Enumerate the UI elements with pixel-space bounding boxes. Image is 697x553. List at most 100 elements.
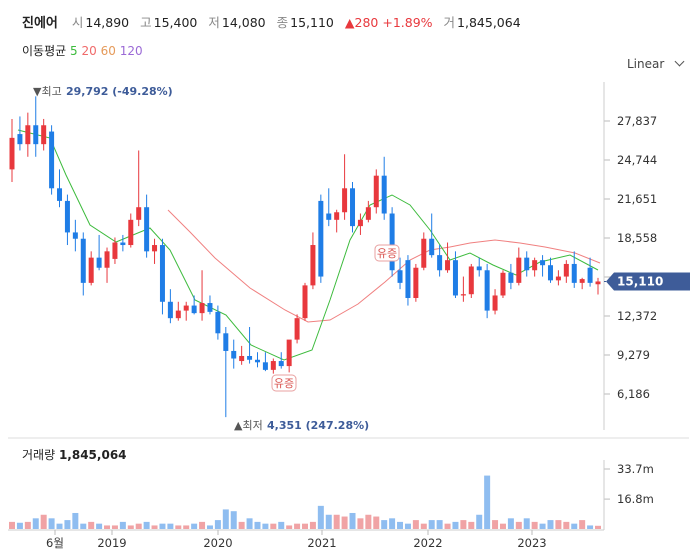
volume-bar [444,523,451,529]
candle-body [128,219,134,246]
candle-body [254,359,260,363]
candle-body [413,267,419,298]
volume-bar [587,525,594,529]
volume-bar [539,523,546,529]
volume-bar [563,521,570,529]
volume-bar [191,523,198,529]
x-tick-label: 2021 [307,536,336,550]
volume-bar [167,523,174,529]
ma5-line [17,129,599,361]
ma60-legend[interactable]: 60 [100,44,116,58]
volume-bar [404,523,411,529]
badge-rights-offering-2 [271,374,297,392]
ma5-legend[interactable]: 5 [70,44,78,58]
candle-body [167,301,173,319]
volume-bar [16,522,23,529]
volume-bar [452,521,459,529]
x-tick-label: 2020 [203,536,232,550]
volume-title: 거래량 1,845,064 [22,446,127,463]
ma20-line [167,209,601,323]
candle-body [25,125,31,145]
candle-body [500,272,506,296]
ma20-legend[interactable]: 20 [81,44,97,58]
low-value: 14,080 [221,15,266,30]
volume-bar [595,525,601,529]
candle-body [437,255,443,271]
volume-bar [341,516,348,529]
x-tick-label: 2019 [97,536,126,550]
candle-body [555,276,561,281]
candle-body [223,333,229,351]
candle-body [144,207,150,252]
volume-bar [397,521,404,529]
volume-bar [389,518,396,529]
volume-bar [48,518,55,529]
candle-body [326,213,332,220]
volume-bar [9,521,15,529]
candle-body [302,285,308,319]
candle-body [334,212,340,220]
volume-bar [80,523,87,529]
candle-body [262,362,268,370]
candle-body [120,242,126,246]
volume-bar [199,521,206,529]
y-tick-label: 27,837 [617,114,657,128]
volume-bar [484,475,491,529]
volume-bar [222,509,229,529]
candle-body [595,281,601,285]
ma-legend-label: 이동평균 [22,44,67,58]
candle-body [310,245,316,286]
scale-selector[interactable]: Linear [627,56,685,71]
close-value: 15,110 [290,15,334,30]
candle-body [571,263,577,283]
candle-body [540,260,546,266]
change-percent: +1.89% [382,15,433,30]
y-tick-label: 6,186 [617,387,650,401]
volume-bar [32,518,39,529]
volume-bar [294,523,301,529]
candle-body [357,219,363,227]
price-header: 진에어 시 14,890 고 15,400 저 14,080 종 15,110 ▲280… [22,12,528,31]
volume-bar [381,520,388,529]
moving-average-legend[interactable]: 이동평균 5 20 60 120 [22,42,143,59]
high-label: 고 [140,15,152,30]
volume-bar [119,521,126,529]
volume-bar [571,523,578,529]
volume-tick-label: 16.8m [617,492,654,506]
volume-label: 거 [443,15,456,30]
volume-bar [64,520,71,529]
volume-bar [349,512,356,529]
x-tick-label: 2023 [517,536,546,550]
candle-body [381,175,387,214]
volume-bar [428,520,435,529]
volume-bar [151,525,158,529]
volume-bar [373,516,380,529]
volume-bar [476,514,483,529]
volume-bar [88,521,95,529]
volume-bar [325,514,332,529]
volume-tick-label: 33.7m [617,462,654,476]
candle-body [579,279,585,283]
candle-body [429,238,435,256]
scale-label: Linear [627,57,665,71]
candle-body [41,125,47,145]
current-price-label: 15,110 [617,274,663,288]
volume-bar [333,514,340,529]
candle-body [199,303,205,314]
volume-bar [96,523,103,529]
y-tick-label: 9,279 [617,348,650,362]
candle-body [152,245,158,252]
candle-body [484,270,490,311]
open-value: 14,890 [85,15,130,30]
candle-body [239,355,245,362]
ma120-legend[interactable]: 120 [119,44,143,58]
x-tick-label: 2022 [413,536,442,550]
candle-body [175,310,181,319]
candle-body [350,188,356,227]
candle-body [476,266,482,271]
candle-body [49,131,55,189]
volume-bar [262,523,269,529]
volume-bar [183,525,190,529]
volume-bar [159,523,166,529]
